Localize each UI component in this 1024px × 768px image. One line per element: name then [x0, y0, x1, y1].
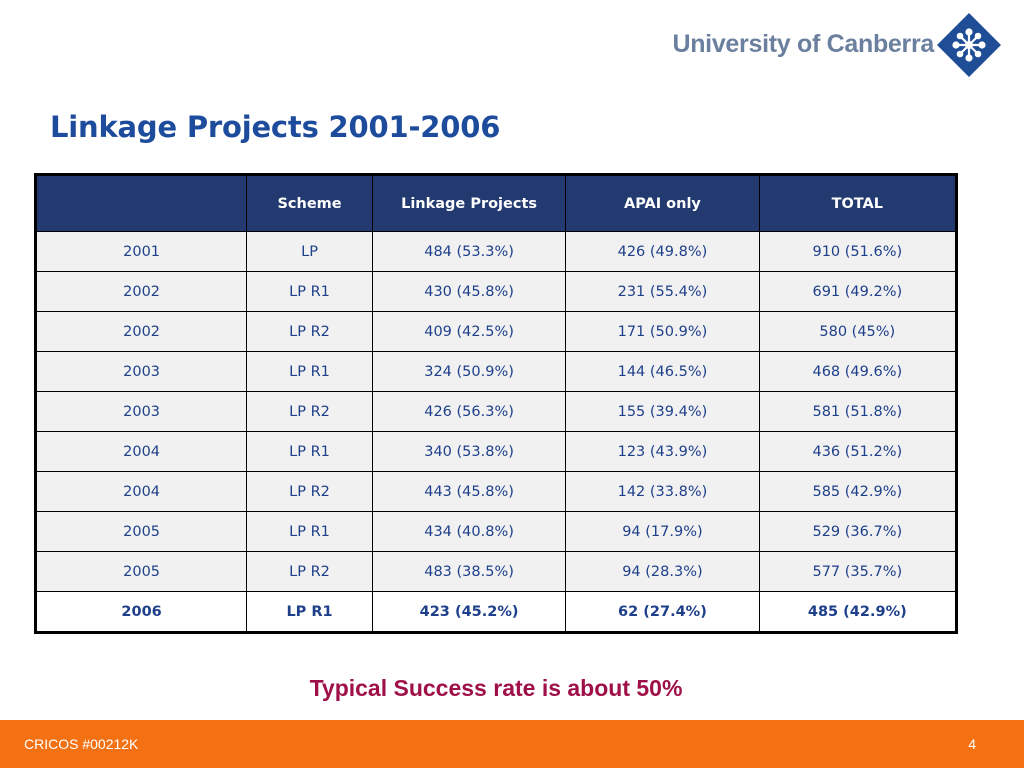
cell-scheme: LP R2: [246, 311, 373, 352]
cell-total: 577 (35.7%): [758, 551, 958, 592]
cell-apai-only: 62 (27.4%): [565, 591, 760, 633]
cell-apai-only: 144 (46.5%): [565, 351, 760, 392]
column-header-total: TOTAL: [758, 174, 958, 232]
cell-linkage-projects: 324 (50.9%): [371, 351, 567, 392]
cell-linkage-projects: 426 (56.3%): [371, 391, 567, 432]
university-crest-icon: [937, 13, 1001, 77]
table-header-row: Scheme Linkage Projects APAI only TOTAL: [34, 174, 958, 232]
table-row: 2004 LP R2 443 (45.8%) 142 (33.8%) 585 (…: [34, 471, 958, 512]
cell-year: 2002: [34, 271, 248, 312]
column-header-scheme: Scheme: [246, 174, 373, 232]
cell-linkage-projects: 484 (53.3%): [371, 231, 567, 272]
cell-year: 2002: [34, 311, 248, 352]
cell-total: 580 (45%): [758, 311, 958, 352]
cell-year: 2001: [34, 231, 248, 272]
cell-apai-only: 155 (39.4%): [565, 391, 760, 432]
table-row: 2003 LP R2 426 (56.3%) 155 (39.4%) 581 (…: [34, 391, 958, 432]
cell-total: 436 (51.2%): [758, 431, 958, 472]
cell-total: 691 (49.2%): [758, 271, 958, 312]
table-row-highlighted: 2006 LP R1 423 (45.2%) 62 (27.4%) 485 (4…: [34, 591, 958, 633]
footer-bar: CRICOS #00212K 4: [0, 720, 1024, 768]
table-row: 2003 LP R1 324 (50.9%) 144 (46.5%) 468 (…: [34, 351, 958, 392]
cell-scheme: LP R1: [246, 431, 373, 472]
cell-linkage-projects: 443 (45.8%): [371, 471, 567, 512]
cell-total: 529 (36.7%): [758, 511, 958, 552]
cell-year: 2004: [34, 471, 248, 512]
cell-scheme: LP R2: [246, 471, 373, 512]
university-logo-text: University of Canberra: [672, 30, 934, 58]
cricos-code: CRICOS #00212K: [24, 736, 139, 752]
cell-linkage-projects: 434 (40.8%): [371, 511, 567, 552]
cell-total: 585 (42.9%): [758, 471, 958, 512]
cell-year: 2003: [34, 391, 248, 432]
cell-year: 2006: [34, 591, 248, 633]
cell-linkage-projects: 409 (42.5%): [371, 311, 567, 352]
table-row: 2002 LP R2 409 (42.5%) 171 (50.9%) 580 (…: [34, 311, 958, 352]
cell-scheme: LP R1: [246, 591, 373, 633]
column-header-linkage-projects: Linkage Projects: [371, 174, 567, 232]
cell-apai-only: 171 (50.9%): [565, 311, 760, 352]
table-row: 2004 LP R1 340 (53.8%) 123 (43.9%) 436 (…: [34, 431, 958, 472]
cell-year: 2005: [34, 511, 248, 552]
cell-total: 468 (49.6%): [758, 351, 958, 392]
table-row: 2005 LP R1 434 (40.8%) 94 (17.9%) 529 (3…: [34, 511, 958, 552]
cell-total: 581 (51.8%): [758, 391, 958, 432]
cell-total: 910 (51.6%): [758, 231, 958, 272]
cell-apai-only: 94 (17.9%): [565, 511, 760, 552]
cell-scheme: LP R2: [246, 391, 373, 432]
cell-apai-only: 142 (33.8%): [565, 471, 760, 512]
cell-scheme: LP: [246, 231, 373, 272]
cell-linkage-projects: 423 (45.2%): [371, 591, 567, 633]
cell-linkage-projects: 430 (45.8%): [371, 271, 567, 312]
cell-apai-only: 231 (55.4%): [565, 271, 760, 312]
success-rate-note: Typical Success rate is about 50%: [309, 675, 683, 701]
cell-scheme: LP R1: [246, 511, 373, 552]
page-number: 4: [968, 736, 976, 752]
cell-year: 2005: [34, 551, 248, 592]
linkage-projects-table: Scheme Linkage Projects APAI only TOTAL …: [34, 173, 958, 634]
cell-apai-only: 123 (43.9%): [565, 431, 760, 472]
cell-scheme: LP R2: [246, 551, 373, 592]
column-header-apai-only: APAI only: [565, 174, 760, 232]
cell-linkage-projects: 340 (53.8%): [371, 431, 567, 472]
table-row: 2002 LP R1 430 (45.8%) 231 (55.4%) 691 (…: [34, 271, 958, 312]
cell-apai-only: 426 (49.8%): [565, 231, 760, 272]
table-row: 2005 LP R2 483 (38.5%) 94 (28.3%) 577 (3…: [34, 551, 958, 592]
cell-linkage-projects: 483 (38.5%): [371, 551, 567, 592]
cell-total: 485 (42.9%): [758, 591, 958, 633]
slide-title: Linkage Projects 2001-2006: [50, 110, 501, 144]
table-row: 2001 LP 484 (53.3%) 426 (49.8%) 910 (51.…: [34, 231, 958, 272]
cell-apai-only: 94 (28.3%): [565, 551, 760, 592]
column-header-year: [34, 174, 248, 232]
cell-year: 2004: [34, 431, 248, 472]
cell-year: 2003: [34, 351, 248, 392]
cell-scheme: LP R1: [246, 351, 373, 392]
cell-scheme: LP R1: [246, 271, 373, 312]
